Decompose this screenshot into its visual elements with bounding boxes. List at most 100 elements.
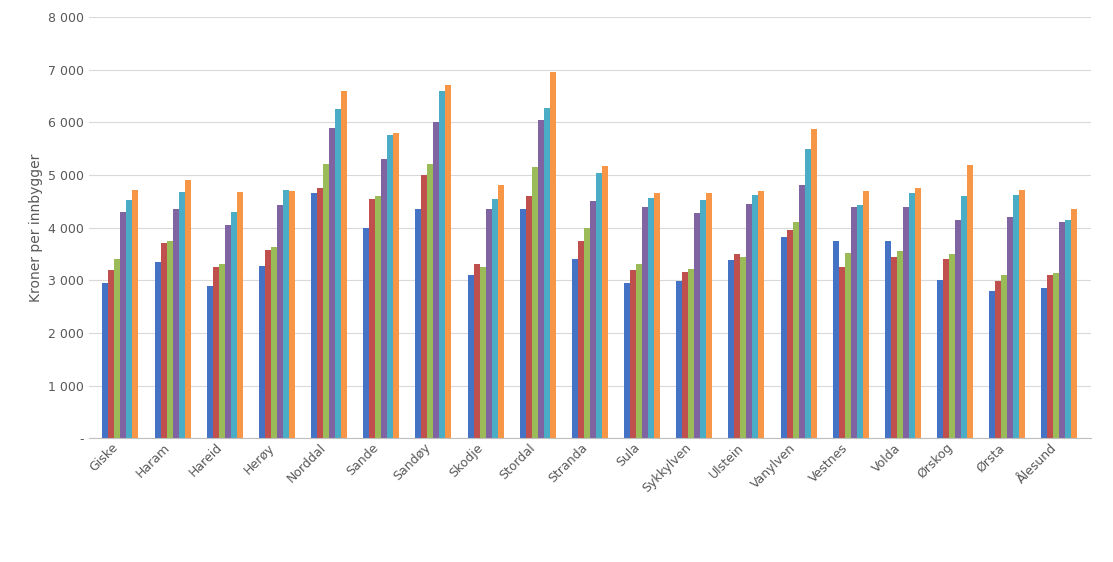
Bar [544, 108, 550, 438]
Bar [415, 209, 422, 438]
Y-axis label: Kroner per innbygger: Kroner per innbygger [29, 153, 42, 302]
Bar [381, 159, 387, 438]
Bar [707, 193, 712, 438]
Bar [792, 223, 799, 438]
Bar [1072, 209, 1077, 438]
Bar [897, 251, 903, 438]
Bar [393, 133, 400, 438]
Bar [903, 207, 909, 438]
Bar [780, 237, 787, 438]
Bar [525, 196, 532, 438]
Bar [677, 282, 682, 438]
Bar [890, 257, 897, 438]
Bar [218, 265, 225, 438]
Bar [700, 200, 707, 438]
Bar [498, 185, 503, 438]
Bar [160, 243, 167, 438]
Bar [642, 207, 648, 438]
Bar [787, 230, 792, 438]
Bar [207, 285, 213, 438]
Bar [173, 209, 178, 438]
Bar [532, 167, 538, 438]
Bar [132, 190, 138, 438]
Bar [167, 241, 173, 438]
Bar [1042, 288, 1047, 438]
Bar [538, 120, 544, 438]
Bar [682, 273, 688, 438]
Bar [329, 128, 335, 438]
Bar [989, 291, 995, 438]
Bar [584, 228, 590, 438]
Bar [480, 267, 485, 438]
Bar [572, 259, 578, 438]
Bar [185, 180, 190, 438]
Bar [863, 191, 869, 438]
Bar [492, 198, 498, 438]
Bar [115, 259, 120, 438]
Bar [225, 225, 230, 438]
Bar [915, 188, 920, 438]
Bar [375, 196, 381, 438]
Bar [433, 123, 440, 438]
Bar [885, 241, 890, 438]
Bar [630, 270, 636, 438]
Bar [747, 204, 752, 438]
Bar [277, 206, 283, 438]
Bar [485, 209, 492, 438]
Bar [995, 282, 1002, 438]
Bar [467, 275, 473, 438]
Bar [624, 283, 630, 438]
Bar [595, 173, 602, 438]
Bar [311, 193, 317, 438]
Bar [108, 270, 115, 438]
Bar [602, 166, 608, 438]
Bar [283, 190, 289, 438]
Bar [422, 175, 427, 438]
Bar [799, 185, 805, 438]
Bar [728, 260, 735, 438]
Bar [1013, 195, 1020, 438]
Bar [265, 250, 270, 438]
Bar [323, 165, 329, 438]
Bar [962, 196, 967, 438]
Bar [857, 206, 863, 438]
Bar [955, 220, 962, 438]
Bar [636, 265, 642, 438]
Bar [127, 200, 132, 438]
Bar [695, 213, 700, 438]
Bar [909, 193, 915, 438]
Bar [230, 212, 237, 438]
Bar [1047, 275, 1053, 438]
Bar [735, 254, 740, 438]
Bar [1007, 217, 1013, 438]
Bar [590, 201, 595, 438]
Bar [937, 280, 943, 438]
Bar [550, 72, 555, 438]
Bar [1053, 274, 1060, 438]
Bar [120, 212, 127, 438]
Bar [810, 129, 817, 438]
Bar [1020, 190, 1025, 438]
Bar [845, 253, 850, 438]
Bar [335, 109, 341, 438]
Bar [1002, 275, 1007, 438]
Bar [259, 266, 265, 438]
Bar [317, 188, 323, 438]
Bar [473, 265, 480, 438]
Bar [943, 259, 949, 438]
Bar [654, 193, 660, 438]
Bar [155, 262, 160, 438]
Bar [578, 241, 584, 438]
Bar [102, 283, 108, 438]
Bar [688, 269, 695, 438]
Bar [178, 192, 185, 438]
Bar [427, 165, 433, 438]
Bar [387, 135, 393, 438]
Bar [213, 267, 218, 438]
Bar [370, 198, 375, 438]
Bar [648, 198, 654, 438]
Bar [740, 257, 747, 438]
Bar [237, 192, 243, 438]
Bar [752, 195, 758, 438]
Bar [289, 191, 295, 438]
